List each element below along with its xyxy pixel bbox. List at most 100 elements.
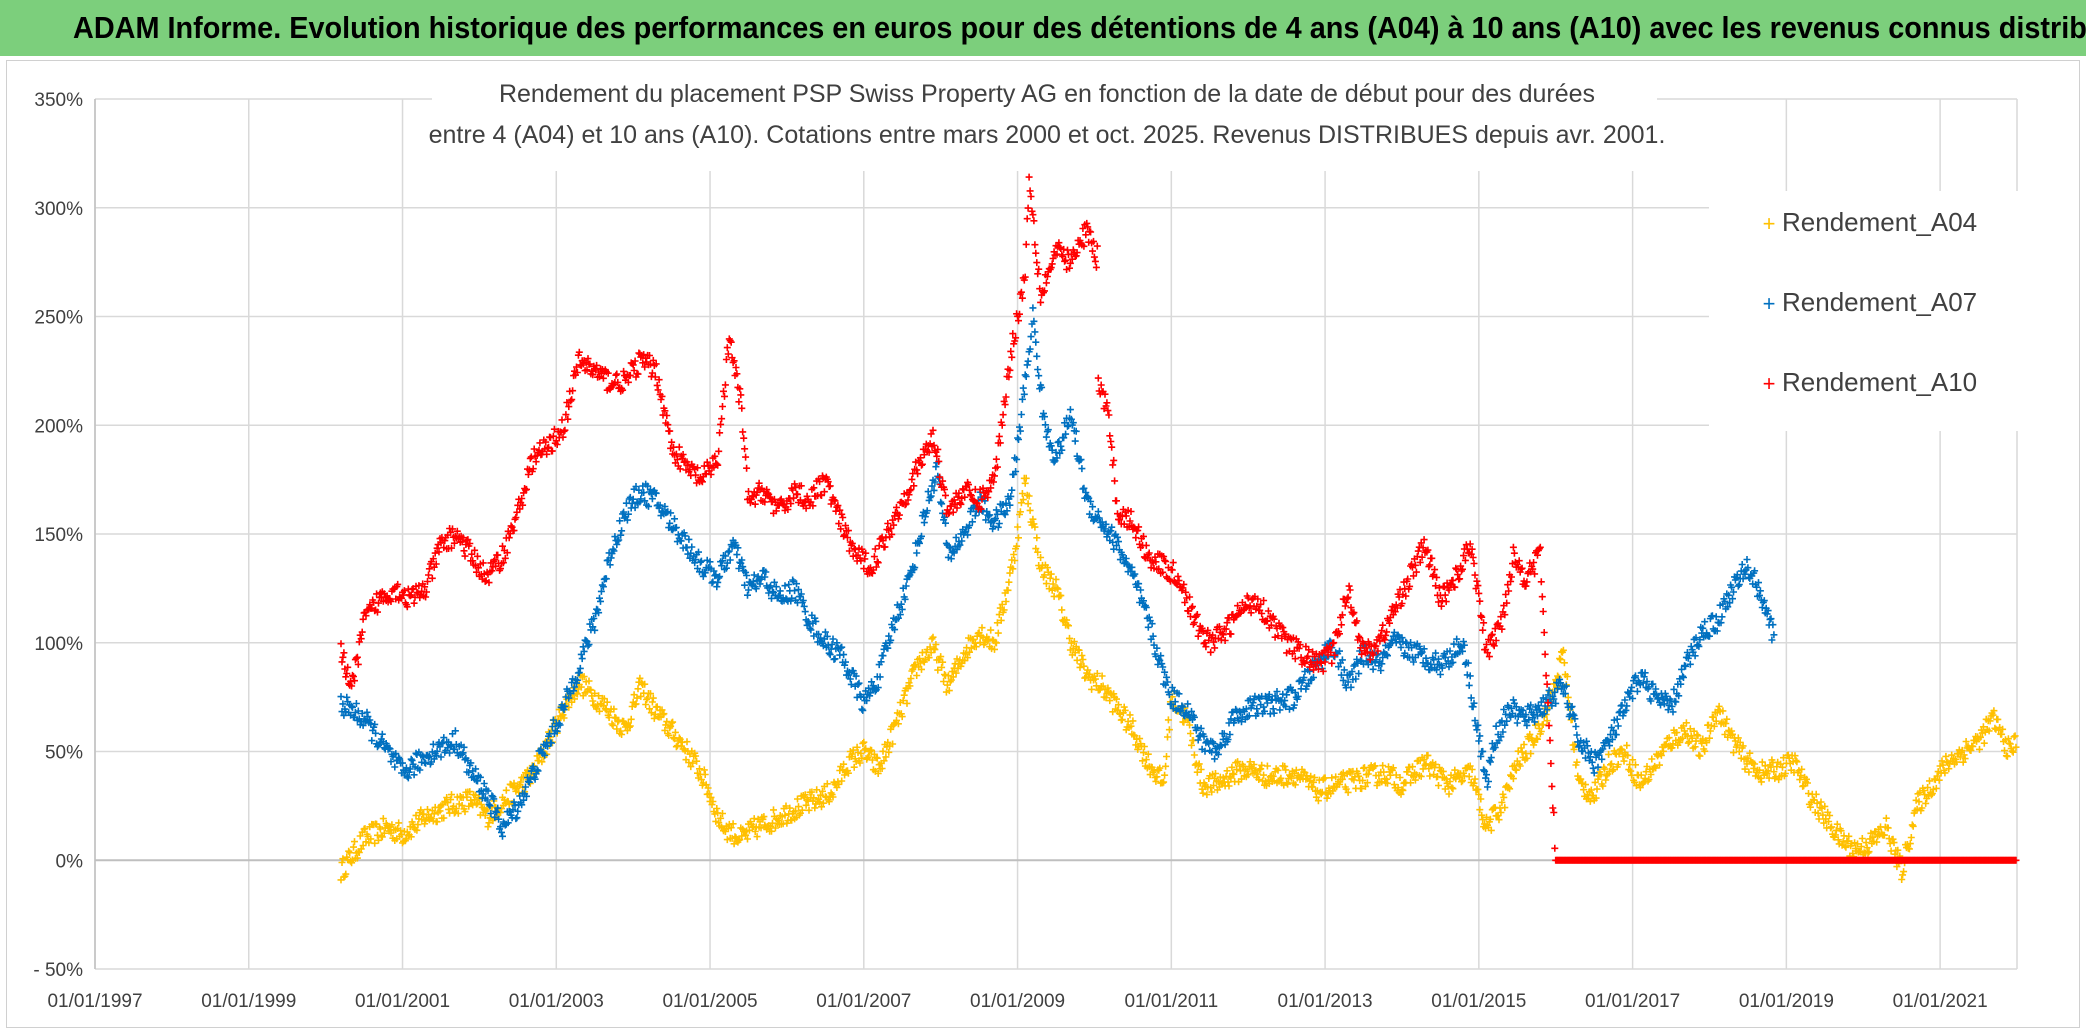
data-point [906,682,914,690]
data-point [1539,721,1547,728]
data-point [1537,728,1545,735]
data-point [486,802,494,810]
data-point [985,488,993,496]
data-point [1332,773,1340,781]
data-point [1445,586,1453,594]
data-point [1249,699,1257,707]
data-point [743,572,751,579]
data-point [497,565,504,573]
data-point [1127,567,1135,575]
data-point [967,491,974,499]
data-point [1025,492,1033,500]
data-point [1296,641,1304,649]
data-point [1758,758,1766,766]
data-point [634,370,642,378]
data-point [996,439,1004,447]
data-point [1113,497,1120,505]
data-point [698,478,706,486]
data-point [608,720,616,728]
data-point [1263,762,1271,770]
data-point [1012,468,1020,475]
data-point [903,699,911,707]
data-point [1497,733,1505,741]
data-point [564,415,572,423]
data-point [755,479,763,487]
data-point [668,719,676,727]
data-point [560,706,568,714]
data-point [1412,568,1420,576]
data-point [1639,679,1647,687]
data-point [1570,745,1578,753]
data-point [1606,742,1613,750]
data-point [829,793,837,801]
data-point [1806,803,1814,811]
data-point [1270,615,1278,623]
data-point [1218,630,1226,638]
data-point [821,628,829,636]
data-point [1812,790,1820,798]
data-point [358,628,366,636]
data-point [1153,773,1161,781]
data-point [1469,554,1477,561]
data-point [844,527,852,535]
data-point [432,752,440,760]
data-point [397,827,405,835]
data-point [501,554,509,562]
data-point [927,430,935,438]
data-point [1407,639,1415,646]
data-point [1188,707,1195,715]
data-point [1401,649,1409,657]
data-point [1273,688,1281,695]
data-point [1668,744,1676,752]
data-point [795,803,802,811]
data-point [1480,619,1488,627]
data-point [386,745,394,753]
data-point [840,651,848,659]
data-point [1933,772,1941,780]
data-point [1121,706,1129,714]
data-point [1507,578,1515,585]
data-point [906,487,914,495]
data-point [1038,383,1046,391]
data-point [1062,256,1070,264]
data-point [1582,781,1589,789]
data-point [1015,534,1022,542]
data-point [884,738,892,746]
data-point [1424,546,1432,554]
data-point [666,427,674,435]
y-tick-label: 250% [34,308,83,329]
data-point [583,366,591,374]
data-point [1210,638,1218,646]
data-point [653,703,661,711]
data-point [1647,697,1655,705]
data-point [1694,732,1702,740]
data-point [1035,372,1043,380]
data-point [1770,768,1778,776]
data-point [1880,831,1888,839]
data-point [839,514,847,521]
data-point [1670,685,1678,693]
data-point [931,478,939,486]
data-point [1176,708,1184,715]
data-point [1781,770,1789,777]
data-point [1029,304,1037,312]
data-point [870,553,878,561]
data-point [1501,721,1509,729]
data-point [1152,558,1160,566]
data-point [1397,790,1405,798]
data-point [1294,692,1302,700]
data-point [827,500,835,508]
data-point [1713,627,1721,635]
data-point [1006,366,1014,374]
data-point [1234,758,1242,766]
data-point [750,571,758,579]
data-point [834,502,842,510]
data-point [1544,691,1552,699]
data-point [625,723,633,731]
data-point [378,833,386,841]
data-point [947,502,955,510]
data-point [1779,763,1786,771]
data-point [1079,656,1087,663]
data-point [746,499,754,507]
data-point [1420,536,1428,544]
